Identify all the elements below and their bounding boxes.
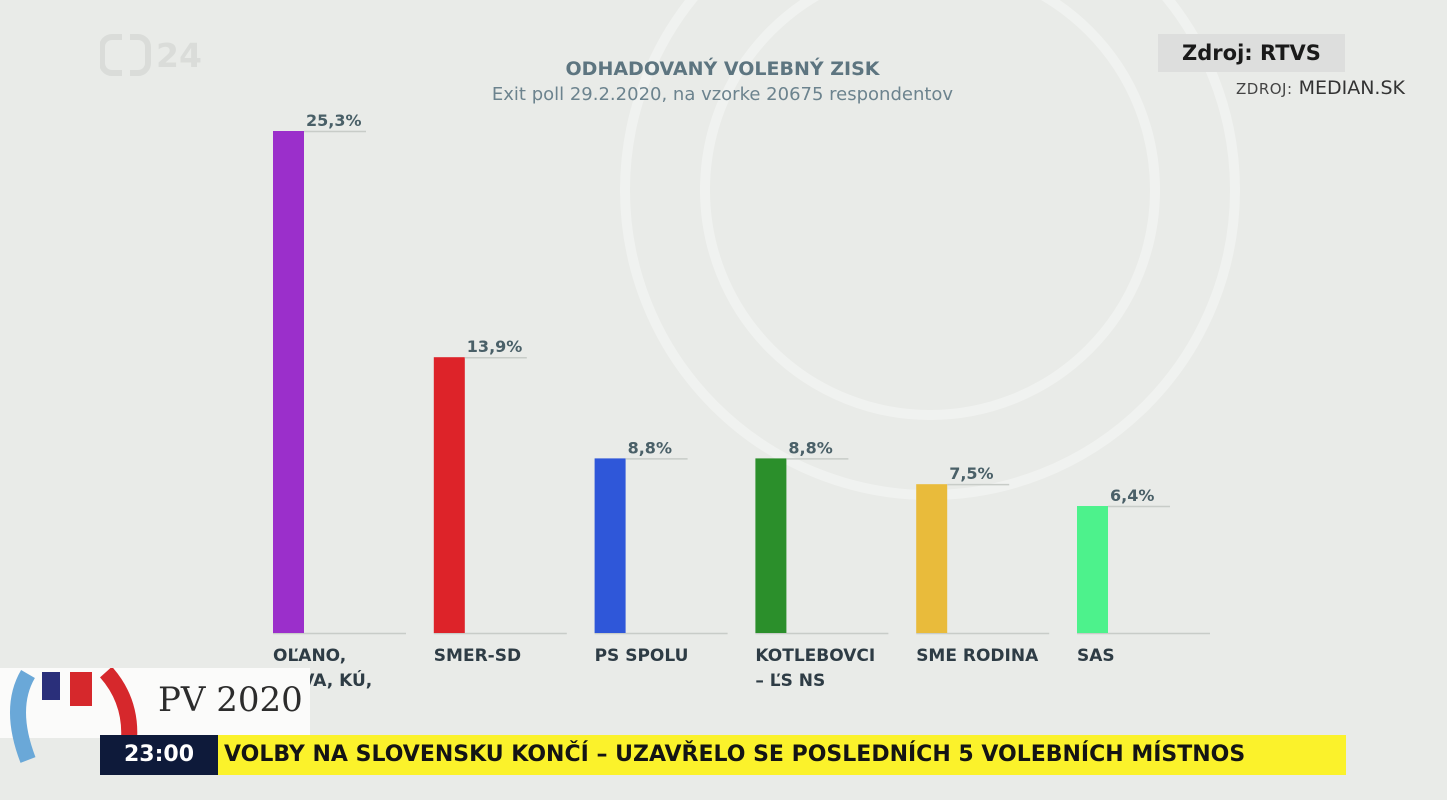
category-label: SMER-SD: [434, 646, 521, 666]
category-label: KOTLEBOVCI – ĽS NS: [755, 646, 875, 691]
data-label: 7,5%: [949, 464, 993, 483]
bar: [1077, 506, 1108, 633]
channel-logo-text: 24: [156, 36, 202, 75]
source-primary: Zdroj: RTVS: [1158, 34, 1345, 72]
chart-subtitle: Exit poll 29.2.2020, na vzorke 20675 res…: [491, 84, 954, 105]
ticker-time: 23:00: [100, 735, 218, 775]
category-label: SME RODINA: [916, 646, 1039, 666]
channel-logo: 24: [99, 34, 230, 76]
chart-title: ODHADOVANÝ VOLEBNÝ ZISK: [565, 58, 880, 80]
category-label: PS SPOLU: [595, 646, 689, 666]
data-label: 25,3%: [306, 111, 362, 130]
data-label: 8,8%: [628, 438, 672, 457]
data-label: 13,9%: [467, 337, 523, 356]
bar: [594, 458, 626, 633]
bar: [273, 131, 304, 633]
ct-logo-icon: [99, 34, 151, 76]
category-label: SAS: [1077, 646, 1115, 666]
ticker-text: VOLBY NA SLOVENSKU KONČÍ – UZAVŘELO SE P…: [218, 735, 1346, 775]
background-arc: [700, 0, 1160, 420]
data-label: 6,4%: [1110, 486, 1154, 505]
source-secondary: ZDROJ: MEDIAN.SK: [1236, 77, 1405, 99]
program-title: PV 2020: [158, 680, 303, 720]
data-label: 8,8%: [788, 438, 832, 457]
bar: [433, 357, 465, 633]
source-secondary-value: MEDIAN.SK: [1298, 77, 1405, 99]
bar: [916, 484, 948, 633]
bar: [755, 458, 787, 633]
news-ticker: 23:00 VOLBY NA SLOVENSKU KONČÍ – UZAVŘEL…: [100, 735, 1346, 775]
source-secondary-label: ZDROJ:: [1236, 80, 1293, 98]
